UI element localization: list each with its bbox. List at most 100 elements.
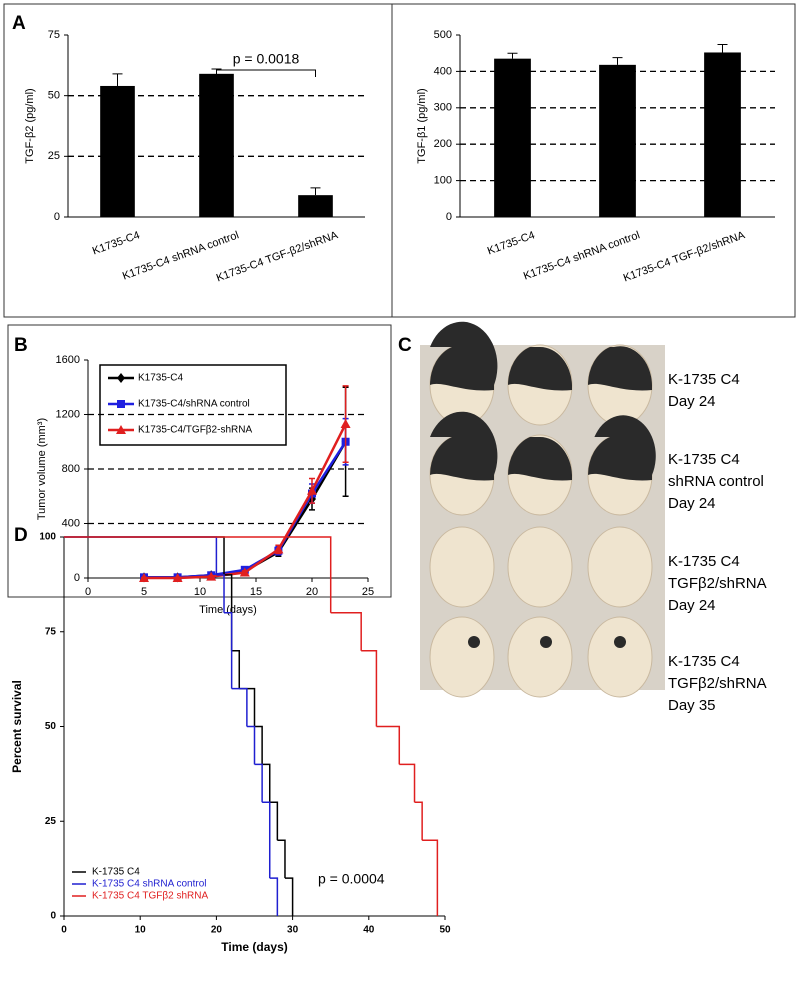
survival-step: [269, 877, 279, 916]
bar: [298, 195, 333, 217]
legend-label: K1735-C4/TGFβ2-shRNA: [138, 425, 252, 436]
survival-step: [284, 877, 294, 916]
photo-caption: K-1735 C4: [668, 451, 740, 468]
brain-stain: [614, 636, 626, 648]
error-bar: [717, 43, 728, 53]
marker: [239, 567, 250, 577]
survival-step: [254, 725, 263, 765]
y-tick-label: 50: [45, 721, 57, 732]
y-tick-label: 400: [434, 65, 452, 77]
x-tick-label: 20: [211, 925, 223, 936]
error-bar: [612, 57, 623, 65]
brain-stain: [507, 346, 572, 391]
marker: [206, 571, 217, 581]
y-tick-label: 500: [434, 29, 452, 41]
legend-marker: [116, 425, 126, 434]
brain: [587, 616, 653, 698]
x-tick-label: 10: [194, 586, 206, 598]
annotation: p = 0.0004: [318, 871, 385, 887]
survival-step: [361, 649, 378, 727]
marker: [273, 544, 284, 554]
legend-marker: [117, 373, 125, 383]
brain: [587, 526, 653, 608]
y-tick-label: 0: [446, 211, 452, 223]
x-tick-label: 0: [61, 925, 67, 936]
photo-caption: TGFβ2/shRNA: [668, 575, 767, 592]
photo-caption: Day 24: [668, 393, 716, 410]
y-axis-label: Percent survival: [10, 680, 24, 773]
bar: [599, 64, 636, 218]
brain-stain: [430, 321, 498, 391]
marker: [340, 419, 351, 429]
survival-step: [262, 763, 271, 803]
survival-step: [224, 612, 233, 689]
annotation: p = 0.0018: [233, 51, 300, 67]
survival-step: [64, 536, 332, 613]
photo-caption: Day 24: [668, 495, 716, 512]
x-tick-label: 15: [250, 586, 262, 598]
y-axis-label: Tumor volume (mm³): [36, 418, 48, 520]
x-tick-label: K1735-C4: [486, 229, 537, 257]
photo-caption: K-1735 C4: [668, 653, 740, 670]
y-tick-label: 0: [54, 211, 60, 223]
error-bar: [310, 187, 321, 196]
error-bar: [112, 73, 123, 86]
brain-stain: [588, 415, 656, 481]
x-axis-label: Time (days): [221, 940, 287, 954]
y-tick-label: 200: [434, 138, 452, 150]
legend-label: K-1735 C4 shRNA control: [92, 879, 207, 890]
survival-step: [376, 725, 401, 765]
y-axis-label: TGF-β1 (pg/ml): [416, 88, 428, 163]
y-tick-label: 1200: [56, 408, 80, 420]
panel-b-frame: [7, 324, 392, 598]
brain-stain: [588, 346, 652, 391]
panel-label: B: [14, 335, 28, 356]
survival-step: [414, 801, 423, 841]
y-tick-label: 25: [45, 816, 57, 827]
y-tick-label: 400: [62, 517, 80, 529]
survival-step: [216, 574, 225, 613]
brain: [507, 616, 573, 698]
legend-box: [99, 364, 287, 446]
x-tick-label: 5: [141, 586, 147, 598]
x-tick-label: 0: [85, 586, 91, 598]
survival-step: [254, 763, 263, 803]
brain: [429, 616, 495, 698]
x-tick-label: 40: [363, 925, 375, 936]
photo-caption: shRNA control: [668, 473, 764, 490]
survival-step: [231, 649, 241, 689]
survival-step: [64, 536, 218, 575]
y-tick-label: 50: [48, 90, 60, 102]
photo-caption: K-1735 C4: [668, 371, 740, 388]
legend-marker: [117, 400, 125, 408]
panel-label: A: [12, 13, 26, 34]
y-tick-label: 75: [48, 29, 60, 41]
significance-bracket: [216, 69, 316, 77]
brain: [507, 526, 573, 608]
y-tick-label: 0: [50, 911, 56, 922]
photo-caption: TGFβ2/shRNA: [668, 675, 767, 692]
brain-stain: [507, 436, 572, 481]
brain-stain: [468, 636, 480, 648]
legend-label: K1735-C4: [138, 373, 183, 384]
brain-stain: [540, 636, 552, 648]
y-tick-label: 100: [39, 532, 56, 543]
survival-step: [422, 839, 439, 916]
survival-step: [246, 725, 256, 765]
photo-caption: Day 24: [668, 597, 716, 614]
survival-step: [262, 801, 271, 879]
x-tick-label: K1735-C4 TGF-β2/shRNA: [622, 229, 747, 284]
y-tick-label: 1600: [56, 354, 80, 366]
survival-step: [330, 612, 362, 651]
error-bar: [507, 52, 518, 59]
survival-step: [269, 801, 279, 841]
panel-label: D: [14, 525, 28, 546]
y-tick-label: 100: [434, 175, 452, 187]
survival-step: [277, 839, 286, 879]
x-tick-label: 50: [439, 925, 451, 936]
bar: [494, 58, 531, 217]
bar: [100, 85, 135, 218]
series-line: [144, 441, 347, 579]
x-tick-label: 20: [306, 586, 318, 598]
